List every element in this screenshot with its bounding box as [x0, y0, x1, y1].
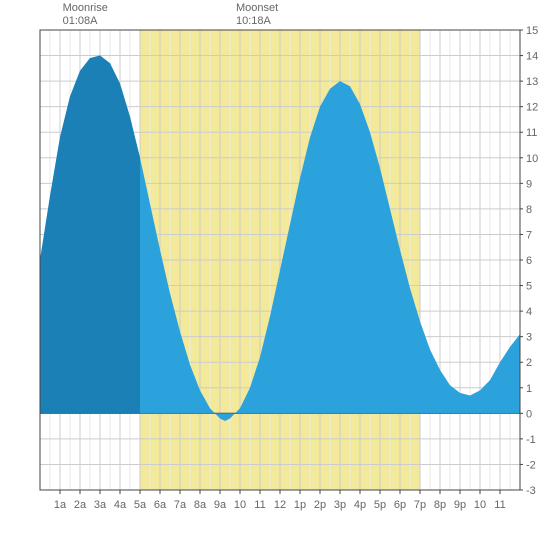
svg-text:9: 9 [526, 178, 532, 190]
svg-text:12: 12 [526, 102, 538, 114]
tide-chart: Moonrise 01:08A Moonset 10:18A -3-2-1012… [0, 0, 550, 550]
svg-text:8p: 8p [434, 499, 446, 511]
svg-text:4: 4 [526, 306, 532, 318]
moonrise-label-block: Moonrise 01:08A [63, 2, 108, 28]
svg-text:10: 10 [234, 499, 246, 511]
svg-text:11: 11 [494, 499, 505, 511]
svg-text:7: 7 [526, 229, 532, 241]
svg-text:7p: 7p [414, 499, 426, 511]
svg-text:2p: 2p [314, 499, 326, 511]
svg-text:3a: 3a [94, 499, 107, 511]
svg-text:4p: 4p [354, 499, 366, 511]
svg-text:14: 14 [526, 51, 538, 63]
svg-text:12: 12 [274, 499, 286, 511]
svg-text:10: 10 [474, 499, 486, 511]
svg-text:1p: 1p [294, 499, 306, 511]
svg-text:11: 11 [254, 499, 265, 511]
svg-text:9a: 9a [214, 499, 227, 511]
svg-text:2: 2 [526, 357, 532, 369]
moonset-time: 10:18A [236, 15, 278, 28]
svg-text:6: 6 [526, 255, 532, 267]
svg-text:6p: 6p [394, 499, 406, 511]
svg-text:8a: 8a [194, 499, 207, 511]
moonset-label-block: Moonset 10:18A [236, 2, 278, 28]
moonset-title: Moonset [236, 2, 278, 15]
svg-text:4a: 4a [114, 499, 127, 511]
chart-svg: -3-2-101234567891011121314151a2a3a4a5a6a… [0, 0, 550, 550]
svg-text:-3: -3 [526, 485, 536, 497]
svg-text:5: 5 [526, 281, 532, 293]
svg-text:8: 8 [526, 204, 532, 216]
svg-text:3: 3 [526, 332, 532, 344]
svg-text:7a: 7a [174, 499, 187, 511]
svg-text:0: 0 [526, 408, 532, 420]
svg-text:6a: 6a [154, 499, 167, 511]
svg-text:-2: -2 [526, 459, 536, 471]
moonrise-title: Moonrise [63, 2, 108, 15]
svg-text:10: 10 [526, 153, 538, 165]
svg-text:5p: 5p [374, 499, 386, 511]
svg-text:-1: -1 [526, 434, 536, 446]
header-labels: Moonrise 01:08A Moonset 10:18A [0, 0, 550, 30]
svg-text:1: 1 [526, 383, 532, 395]
svg-text:5a: 5a [134, 499, 147, 511]
svg-text:3p: 3p [334, 499, 346, 511]
svg-text:2a: 2a [74, 499, 87, 511]
svg-text:11: 11 [526, 127, 537, 139]
svg-text:13: 13 [526, 76, 538, 88]
svg-text:1a: 1a [54, 499, 67, 511]
svg-text:9p: 9p [454, 499, 466, 511]
moonrise-time: 01:08A [63, 15, 108, 28]
